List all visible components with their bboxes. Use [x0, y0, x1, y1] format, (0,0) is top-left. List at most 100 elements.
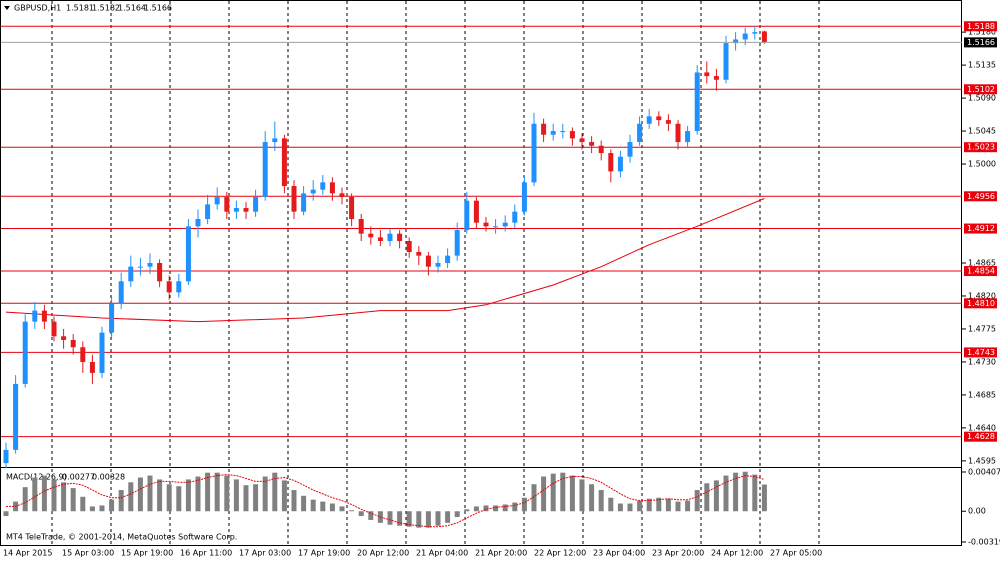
candle-body [406, 241, 412, 252]
plot-frame [0, 0, 962, 546]
y-tick-label: 1.4820 [968, 291, 996, 300]
macd-bar [589, 484, 595, 512]
candle-body [397, 233, 403, 241]
candle-body [569, 131, 575, 139]
macd-bar [512, 502, 518, 512]
level-label: 1.5023 [967, 143, 995, 152]
candle-body [128, 266, 134, 282]
macd-main-value: 0.00277 [62, 473, 95, 482]
macd-bar [483, 505, 489, 512]
macd-bar [291, 490, 297, 512]
y-tick-label: 1.5000 [968, 160, 996, 169]
candle-body [454, 230, 460, 256]
macd-bar [32, 477, 38, 512]
macd-y-tick-label: 0.00407 [968, 468, 1000, 477]
macd-bar [233, 479, 239, 512]
macd-bar [406, 511, 412, 527]
candle-body [99, 332, 105, 373]
y-tick-label: 1.5045 [968, 127, 996, 136]
candle-body [205, 204, 211, 220]
macd-bar [320, 501, 326, 512]
macd-bar [627, 503, 633, 512]
candle-body [531, 123, 537, 183]
macd-bar [742, 471, 748, 512]
candle-body [281, 138, 287, 187]
candle-body [560, 131, 566, 133]
x-tick-label: 21 Apr 20:00 [475, 549, 527, 558]
x-tick-label: 24 Apr 12:00 [711, 549, 763, 558]
x-tick-label: 22 Apr 12:00 [534, 549, 586, 558]
ohlc-close: 1.5166 [144, 4, 172, 13]
macd-bar [445, 511, 451, 523]
macd-bar [713, 480, 719, 512]
candle-body [646, 116, 652, 124]
symbol: GBPUSD,H1 [14, 4, 61, 13]
candle-body [147, 262, 153, 267]
candle-body [493, 226, 499, 228]
macd-bar [205, 472, 211, 512]
level-label-box [964, 142, 997, 153]
candle-body [176, 281, 182, 293]
level-label-box [964, 223, 997, 234]
macd-bar [349, 510, 355, 512]
candle-body [685, 131, 691, 143]
macd-bar [416, 511, 422, 528]
candle-body [723, 43, 729, 80]
macd-bar [89, 506, 95, 512]
watermark: MT4 TeleTrade, © 2001-2014, MetaQuotes S… [6, 533, 237, 542]
macd-bar [80, 496, 86, 512]
candle-body [301, 193, 307, 212]
macd-bar [569, 475, 575, 512]
macd-bar [70, 488, 76, 512]
candle-body [61, 336, 67, 340]
macd-bar [224, 475, 230, 512]
macd-bar [617, 503, 623, 512]
candle-body [272, 138, 278, 143]
macd-bar [41, 475, 47, 512]
candle-body [665, 120, 671, 124]
macd-bar [685, 500, 691, 512]
x-tick-label: 23 Apr 20:00 [652, 549, 704, 558]
candle-body [425, 255, 431, 267]
macd-bar [368, 511, 374, 520]
candle-body [185, 226, 191, 282]
candle-body [377, 237, 383, 241]
macd-bar [733, 472, 739, 512]
candle-body [713, 76, 719, 80]
candle-body [22, 321, 28, 384]
y-tick-label: 1.5135 [968, 61, 996, 70]
macd-bar [425, 511, 431, 528]
macd-bar [176, 486, 182, 512]
macd-bar [301, 495, 307, 512]
candle-body [262, 142, 268, 198]
macd-y-tick-label: -0.00319 [968, 538, 1000, 547]
candle-body [483, 222, 489, 227]
candle-body [445, 255, 451, 263]
macd-bar [637, 500, 643, 512]
candle-body [358, 219, 364, 234]
candle-body [291, 186, 297, 212]
candle-body [473, 200, 479, 223]
macd-signal-value: 0.00328 [92, 473, 125, 482]
candle-body [617, 156, 623, 172]
level-label: 1.5102 [967, 85, 995, 94]
candle-body [70, 339, 76, 348]
macd-bar [147, 475, 153, 512]
candle-body [320, 182, 326, 190]
y-tick-label: 1.5090 [968, 94, 996, 103]
macd-bar [262, 476, 268, 512]
current-price-label: 1.5166 [967, 38, 995, 47]
candle-body [3, 449, 9, 464]
macd-bar [109, 499, 115, 512]
candle-body [598, 145, 604, 154]
macd-bar [723, 475, 729, 512]
candle-body [310, 189, 316, 194]
x-tick-label: 23 Apr 04:00 [593, 549, 645, 558]
candle-body [742, 33, 748, 40]
candle-body [694, 72, 700, 132]
candle-body [761, 31, 767, 43]
current-price-box [964, 37, 997, 48]
candle-body [349, 197, 355, 220]
x-tick-label: 17 Apr 19:00 [298, 549, 350, 558]
